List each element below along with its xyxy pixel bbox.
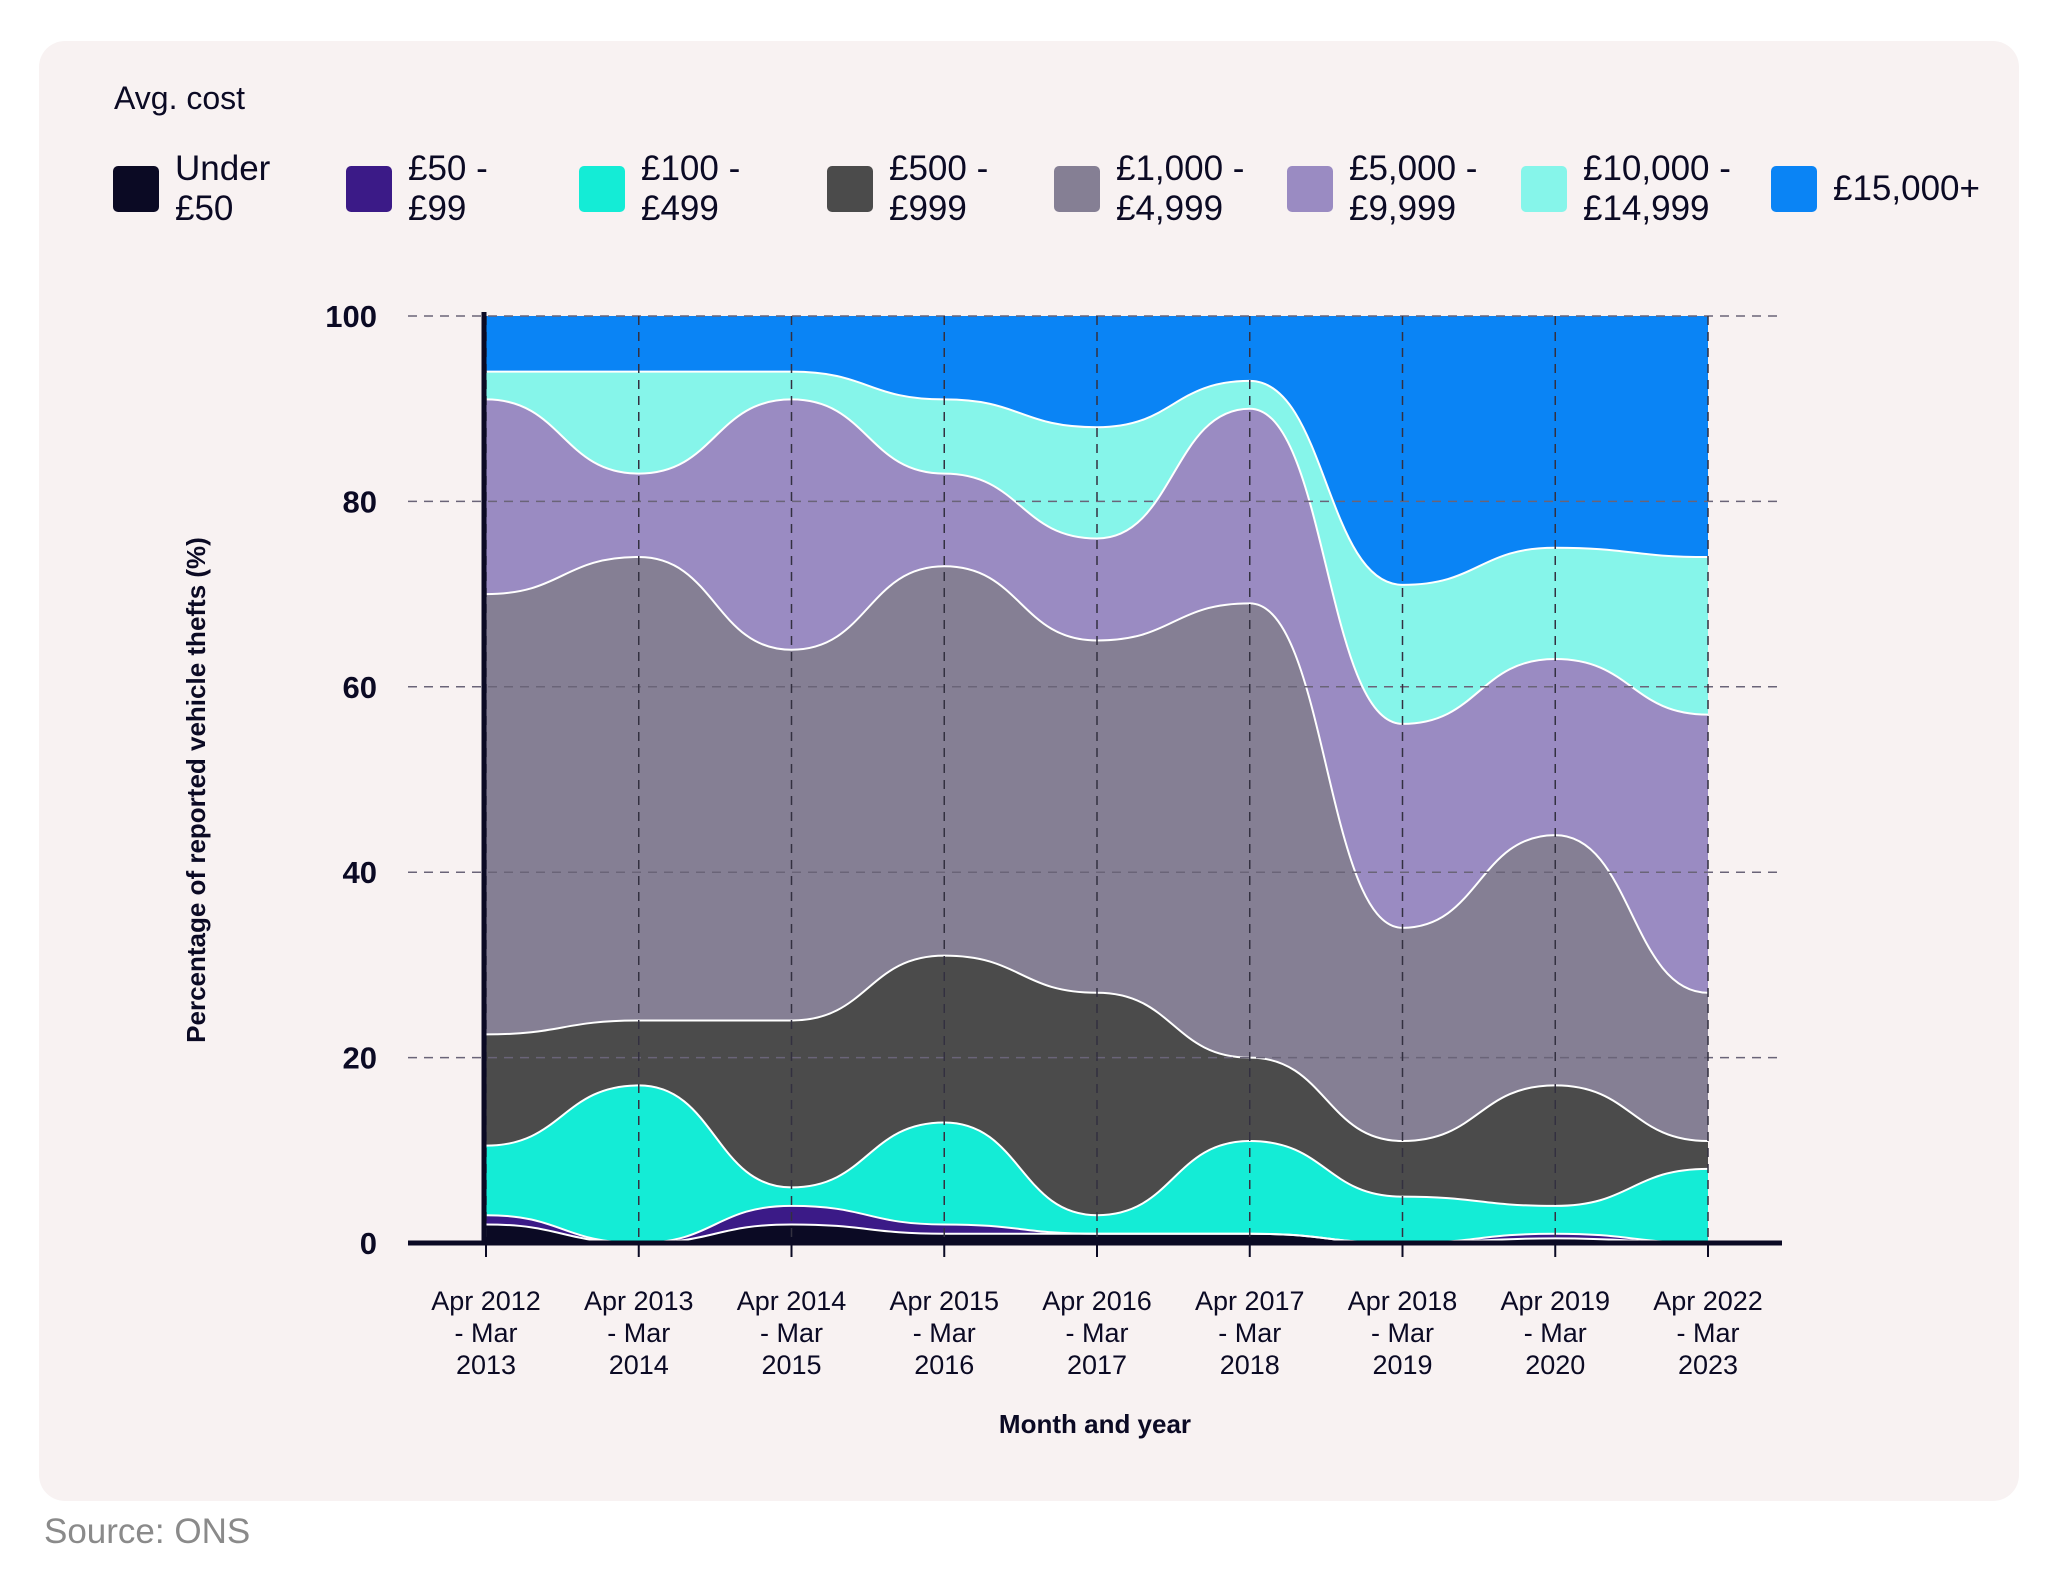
- source-note: Source: ONS: [44, 1512, 251, 1551]
- x-tick-label: Apr 2015: [889, 1286, 999, 1316]
- x-tick-label: Apr 2017: [1195, 1286, 1305, 1316]
- legend-label: £100 - £499: [641, 149, 741, 228]
- x-tick-label: 2013: [456, 1350, 516, 1380]
- legend-label: £500 - £999: [889, 149, 989, 228]
- x-tick-label: - Mar: [455, 1318, 518, 1348]
- legend-item: £100 - £499: [579, 148, 740, 230]
- legend-swatch: [1771, 166, 1817, 212]
- x-tick-label: Apr 2013: [584, 1286, 694, 1316]
- y-tick-label: 80: [343, 484, 377, 519]
- x-axis-title: Month and year: [999, 1409, 1191, 1439]
- legend-label: £5,000 - £9,999: [1349, 149, 1478, 228]
- legend-item: £10,000 - £14,999: [1521, 148, 1731, 230]
- x-tick-label: - Mar: [1218, 1318, 1281, 1348]
- series-boundary-line: [485, 1084, 1709, 1217]
- series-boundary-line: [486, 370, 1709, 586]
- legend-item: £500 - £999: [827, 148, 988, 230]
- x-tick-label: 2017: [1067, 1350, 1127, 1380]
- legend-swatch: [1054, 166, 1100, 212]
- legend-item: £5,000 - £9,999: [1287, 148, 1477, 230]
- y-tick-label: 100: [325, 299, 377, 334]
- y-tick-label: 40: [343, 855, 377, 890]
- x-tick-label: Apr 2014: [737, 1286, 847, 1316]
- x-tick-label: Apr 2016: [1042, 1286, 1152, 1316]
- y-axis-title: Percentage of reported vehicle thefts (%…: [181, 537, 211, 1043]
- legend-label: Under £50: [175, 149, 271, 228]
- y-tick-label: 0: [360, 1226, 377, 1261]
- legend-label: £50 - £99: [408, 149, 488, 228]
- x-tick-label: - Mar: [1677, 1318, 1740, 1348]
- x-tick-label: 2020: [1525, 1350, 1585, 1380]
- series-boundary-line: [485, 556, 1709, 994]
- legend-swatch: [113, 166, 159, 212]
- legend-swatch: [1521, 166, 1567, 212]
- x-tick-label: - Mar: [1371, 1318, 1434, 1348]
- x-tick-label: 2014: [609, 1350, 669, 1380]
- legend-swatch: [1287, 166, 1333, 212]
- legend-item: £15,000+: [1771, 148, 1980, 230]
- legend-item: £1,000 - £4,999: [1054, 148, 1244, 230]
- legend-swatch: [579, 166, 625, 212]
- x-tick-label: 2015: [761, 1350, 821, 1380]
- x-tick-label: - Mar: [913, 1318, 976, 1348]
- legend-label: £10,000 - £14,999: [1583, 149, 1731, 228]
- y-tick-label: 20: [343, 1041, 377, 1076]
- legend-item: Under £50: [113, 148, 270, 230]
- legend-label: £15,000+: [1833, 169, 1980, 208]
- x-tick-label: Apr 2012: [431, 1286, 541, 1316]
- legend-title: Avg. cost: [114, 80, 246, 116]
- area-series-6: [486, 371, 1708, 724]
- x-tick-label: Apr 2018: [1348, 1286, 1458, 1316]
- x-tick-label: - Mar: [607, 1318, 670, 1348]
- x-tick-label: - Mar: [760, 1318, 823, 1348]
- legend-swatch: [827, 166, 873, 212]
- legend-label: £1,000 - £4,999: [1116, 149, 1245, 228]
- series-boundary-line: [485, 954, 1709, 1143]
- x-tick-label: 2016: [914, 1350, 974, 1380]
- x-tick-label: 2019: [1372, 1350, 1432, 1380]
- x-tick-label: 2023: [1678, 1350, 1738, 1380]
- x-tick-label: - Mar: [1524, 1318, 1587, 1348]
- legend-swatch: [346, 166, 392, 212]
- legend-item: £50 - £99: [346, 148, 488, 230]
- x-tick-label: - Mar: [1066, 1318, 1129, 1348]
- x-tick-label: Apr 2022: [1653, 1286, 1763, 1316]
- y-tick-label: 60: [343, 670, 377, 705]
- series-boundary-line: [485, 1204, 1709, 1245]
- x-tick-label: Apr 2019: [1500, 1286, 1610, 1316]
- x-tick-label: 2018: [1220, 1350, 1280, 1380]
